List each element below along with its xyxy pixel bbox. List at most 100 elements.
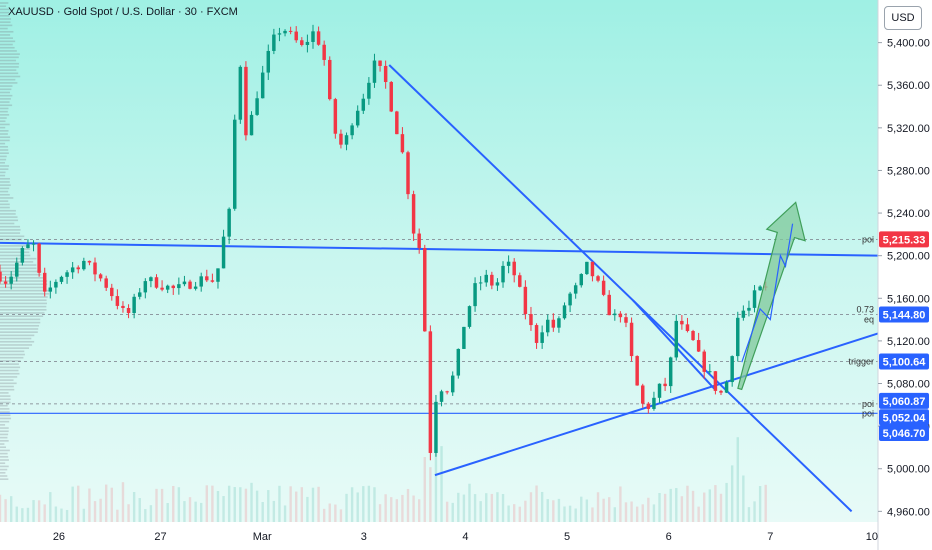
currency-button[interactable]: USD (884, 6, 922, 30)
volume-bar (462, 494, 466, 522)
candle-body (216, 268, 220, 282)
volume-profile-bar (0, 350, 25, 353)
trendline[interactable] (0, 241, 879, 257)
volume-bar (585, 499, 589, 522)
volume-profile-bar (0, 344, 33, 346)
time-tick-label: 26 (53, 531, 65, 543)
volume-bar (121, 482, 125, 522)
volume-profile-bar (0, 235, 25, 238)
volume-bar (93, 501, 97, 522)
time-axis[interactable]: 26 27 Mar 3 4 5 6 7 10 (53, 531, 878, 543)
volume-profile-bar (0, 475, 8, 477)
volume-profile-bar (0, 299, 47, 302)
volume-bar (434, 448, 438, 522)
candle-body (691, 331, 695, 341)
volume-profile-bar (0, 66, 19, 68)
volume-profile-bar (0, 353, 25, 356)
candle-body (506, 261, 511, 266)
candle-body (490, 274, 494, 286)
candle-body (210, 280, 215, 282)
volume-profile-bar (0, 321, 41, 324)
volume-profile-bar (0, 471, 6, 474)
volume-profile-bar (0, 27, 8, 30)
volume-profile-bar (0, 18, 12, 20)
price-tag-label: 5,215.33 (883, 234, 926, 246)
projection-arrow-shape[interactable] (737, 201, 806, 391)
trendlines[interactable] (0, 64, 879, 513)
volume-bar (227, 485, 231, 522)
candle-body (590, 261, 595, 277)
candle-body (294, 31, 298, 41)
volume-bar (753, 501, 756, 522)
volume-bar (445, 501, 449, 522)
candle-body (355, 110, 360, 126)
price-tick-label: 5,320.00 (887, 123, 930, 135)
volume-profile-bar (0, 136, 11, 139)
volume-bar (278, 485, 281, 522)
trendline[interactable] (632, 299, 716, 390)
candle-body (76, 267, 80, 270)
candle-body (462, 326, 466, 349)
volume-bar (725, 482, 728, 522)
candle-body (467, 306, 472, 327)
volume-bar (339, 509, 343, 522)
trendline[interactable] (388, 64, 853, 513)
volume-bar (0, 494, 2, 522)
candle-body (518, 275, 522, 287)
price-tick-label: 5,160.00 (887, 293, 930, 305)
candle-body (205, 276, 209, 281)
volume-profile-bar (0, 411, 10, 413)
volume-profile-bar (0, 193, 10, 196)
candle-body (395, 111, 399, 135)
candle-body (98, 274, 103, 279)
volume-bar (568, 505, 572, 522)
volume-bar (490, 493, 494, 522)
volume-profile-bar (0, 440, 9, 442)
volume-bar (691, 490, 695, 522)
volume-profile-bar (0, 88, 12, 91)
level-label: poi (862, 234, 874, 244)
volume-profile-bar (0, 398, 11, 401)
volume-profile-bar (0, 248, 31, 250)
volume-profile-bar (0, 459, 9, 461)
volume-profile-bar (0, 30, 14, 33)
trendline[interactable] (434, 332, 879, 477)
candle-body (272, 34, 276, 51)
candle-body (333, 99, 338, 134)
volume-profile-bar (0, 286, 46, 289)
volume-profile-bar (0, 254, 31, 257)
volume-profile-bar (0, 75, 21, 78)
candle-body (154, 277, 159, 288)
volume-profile-bar (0, 296, 48, 298)
volume-bar (406, 488, 410, 522)
volume-profile-bar (0, 465, 9, 468)
candle-body (529, 314, 533, 326)
candle-body (143, 281, 148, 293)
volume-profile-bar (0, 155, 7, 158)
projection-arrow[interactable] (737, 201, 806, 391)
candle-body (182, 281, 187, 285)
candle-body (93, 262, 97, 275)
volume-profile-bar (0, 120, 6, 123)
volume-profile-bar (0, 280, 48, 282)
volume-profile-bar (0, 430, 9, 433)
candle-body (562, 305, 567, 319)
candle-body (680, 320, 684, 325)
volume-profile-bar (0, 443, 5, 445)
volume-bar (216, 491, 220, 522)
volume-bar (378, 504, 382, 522)
volume-bar (552, 500, 555, 522)
volume-profile-bar (0, 356, 24, 359)
candle-body (400, 134, 405, 153)
candle-body (344, 135, 349, 145)
volume-bar (507, 505, 510, 522)
volume-profile-bar (0, 24, 13, 27)
volume-bar (205, 485, 208, 522)
level-label: eq (864, 314, 874, 324)
candle-body (613, 313, 617, 316)
candle-body (434, 401, 438, 453)
volume-bar (4, 499, 7, 522)
